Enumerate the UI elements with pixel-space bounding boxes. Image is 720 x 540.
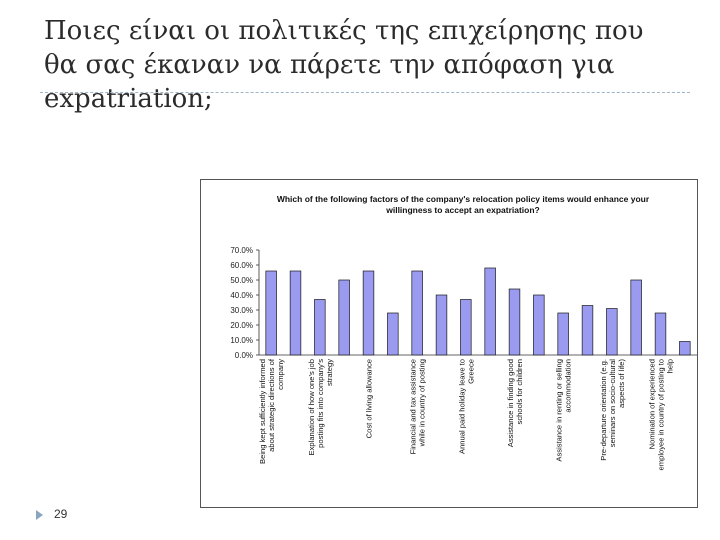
- x-category-label: Financial and tax assistance: [409, 359, 418, 454]
- x-category-label: Pre-departure orientation (e.g.: [599, 359, 608, 461]
- y-tick-label: 30.0%: [230, 306, 253, 315]
- chart-bar: [314, 299, 326, 356]
- y-tick-label: 10.0%: [230, 336, 253, 345]
- page-number: 29: [54, 507, 68, 521]
- x-category-label: schools for children: [515, 359, 524, 424]
- y-tick-label: 20.0%: [230, 321, 253, 330]
- chart-bar: [679, 341, 691, 356]
- x-category-label: accommodation: [564, 359, 573, 413]
- bars-group: [265, 267, 691, 356]
- chart-frame: Which of the following factors of the co…: [200, 179, 698, 508]
- chart-bar: [484, 267, 496, 356]
- x-category-label: Assistance in renting or selling: [555, 359, 564, 462]
- chart-bar: [630, 279, 642, 356]
- slide-title: Ποιες είναι οι πολιτικές της επιχείρησης…: [44, 16, 644, 114]
- x-category-label: Being kept sufficiently informed: [258, 359, 267, 464]
- chart-bar: [606, 308, 618, 356]
- chart-bar: [557, 312, 569, 356]
- x-category-label: Annual paid holiday leave to: [457, 359, 466, 454]
- chart-bar: [508, 288, 521, 356]
- chart-title-line-2: willingness to accept an expatriation?: [385, 205, 540, 215]
- x-category-label: employee in country of posting to: [657, 359, 666, 470]
- y-tick-label: 40.0%: [230, 291, 253, 300]
- y-axis: 70.0% 60.0% 50.0% 40.0% 30.0% 20.0% 10.0% 0.0%: [230, 246, 697, 360]
- chart-title-line-1: Which of the following factors of the co…: [277, 194, 650, 204]
- y-tick-label: 70.0%: [230, 246, 253, 255]
- chart-bar: [533, 294, 545, 356]
- x-category-label: Explanation of how one's job: [307, 359, 316, 455]
- chart-bar: [654, 312, 667, 356]
- chart-bar: [362, 270, 375, 356]
- bullet-arrow-icon: [36, 510, 43, 520]
- x-axis-labels: Being kept sufficiently informed about st…: [258, 358, 674, 470]
- chart-bar: [387, 312, 399, 356]
- chart-bar: [411, 270, 423, 356]
- x-category-label: seminars on socio-cultural: [608, 359, 617, 448]
- chart-bar: [265, 270, 277, 356]
- x-category-label: posting fits into company's: [316, 359, 325, 448]
- y-tick-label: 50.0%: [230, 276, 253, 285]
- title-divider: [40, 92, 690, 93]
- x-category-label: company: [276, 359, 285, 390]
- x-category-label: Assistance in finding good: [506, 359, 515, 447]
- x-category-label: help: [666, 359, 675, 373]
- x-category-label: strategy: [325, 359, 334, 386]
- bar-chart: Which of the following factors of the co…: [230, 194, 697, 470]
- chart-bar: [435, 294, 448, 356]
- x-category-label: aspects of life): [617, 359, 626, 408]
- chart-bar: [289, 270, 302, 356]
- x-category-label: Nomination of experienced: [648, 359, 657, 449]
- x-category-label: Greece: [466, 359, 475, 384]
- y-tick-label: 0.0%: [235, 351, 253, 360]
- y-tick-label: 60.0%: [230, 261, 253, 270]
- x-category-label: Cost of living allowance: [365, 359, 374, 438]
- x-category-label: while in country of posting: [418, 359, 427, 447]
- x-category-label: about strategic directions of: [267, 358, 276, 452]
- chart-bar: [581, 305, 594, 356]
- chart-bar: [460, 299, 472, 356]
- chart-bar: [338, 279, 350, 356]
